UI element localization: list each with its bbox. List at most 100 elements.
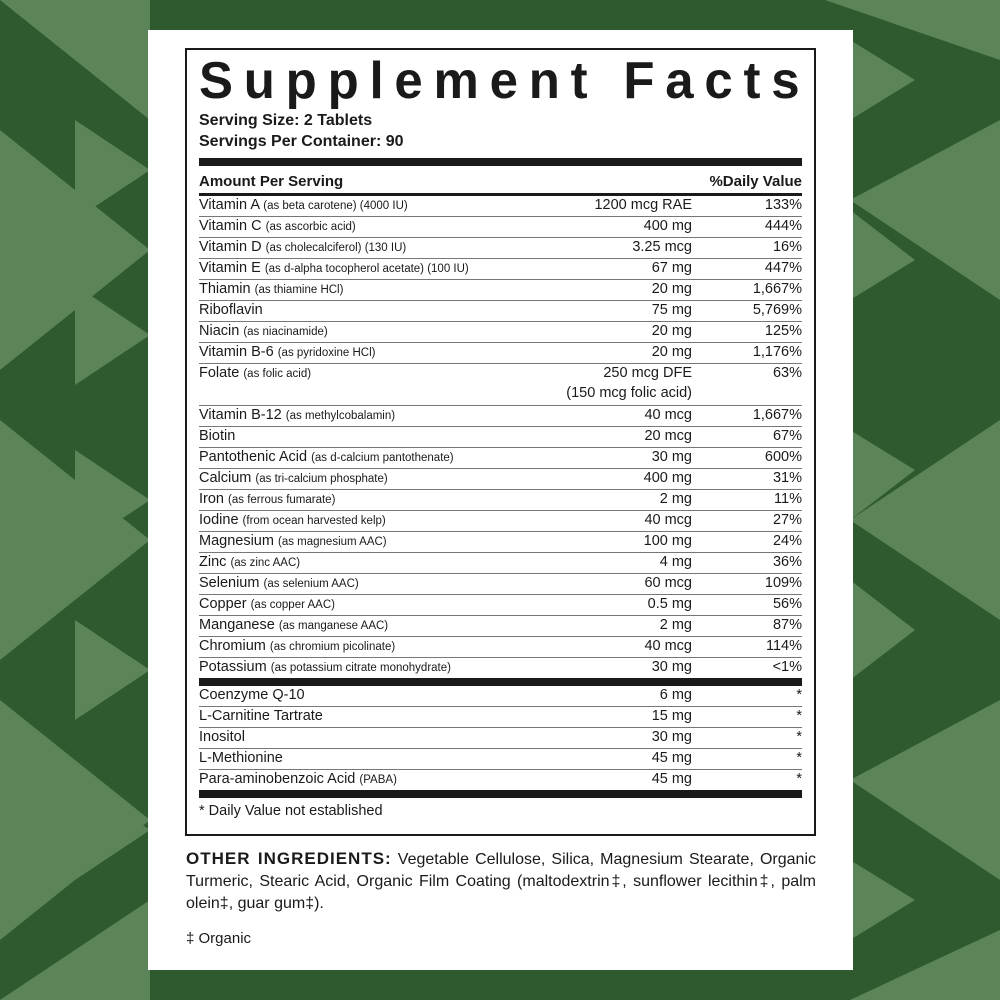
other-nutrient-list: Coenzyme Q-10 6 mg * L-Carnitine Tartrate …: [199, 686, 802, 791]
nutrient-dv: *: [796, 687, 802, 704]
nutrient-name: Inositol: [199, 728, 492, 749]
nutrient-label: Manganese: [199, 616, 275, 633]
nutrient-name: Pantothenic Acid (as d-calcium pantothen…: [199, 448, 492, 469]
nutrient-amount: 20 mg: [492, 343, 692, 363]
nutrient-label: Copper: [199, 595, 247, 612]
nutrient-label: Folate: [199, 365, 240, 381]
nutrient-name: Calcium (as tri-calcium phosphate): [199, 469, 492, 490]
nutrient-name: Iodine (from ocean harvested kelp): [199, 511, 492, 532]
nutrient-label: Inositol: [199, 728, 245, 745]
nutrient-dv: *: [796, 771, 802, 788]
nutrient-amount: 2 mg: [492, 616, 692, 636]
nutrient-label: Vitamin E: [199, 259, 261, 276]
nutrient-dv: 109%: [764, 575, 802, 592]
nutrient-amount: 400 mg: [492, 469, 692, 489]
other-ingredients-text: Vegetable Cellulose, Silica, Magnesium S…: [186, 851, 816, 912]
nutrient-label: Vitamin C: [199, 217, 262, 234]
nutrient-row: Vitamin C (as ascorbic acid) 400 mg 444%: [199, 217, 802, 238]
nutrient-source: (as zinc AAC): [230, 556, 301, 569]
amount-value: 30 mg: [651, 449, 692, 466]
amount-value: 15 mg: [651, 708, 692, 725]
nutrient-name: Iron (as ferrous fumarate): [199, 490, 492, 511]
footnote: * Daily Value not established: [199, 803, 383, 819]
nutrient-amount: 30 mg: [492, 448, 692, 468]
nutrient-row: Inositol 30 mg *: [199, 728, 802, 749]
amount-header: Amount Per Serving: [199, 173, 344, 190]
nutrient-dv: 114%: [765, 638, 802, 655]
nutrient-row: Magnesium (as magnesium AAC) 100 mg 24%: [199, 532, 802, 553]
amount-value: 30 mg: [651, 729, 692, 746]
nutrient-source: (as d-calcium pantothenate): [311, 451, 454, 464]
nutrient-dv: 56%: [772, 596, 802, 613]
section-divider: [199, 790, 802, 798]
nutrient-amount: 1200 mcg RAE: [492, 196, 692, 216]
nutrient-row: Potassium (as potassium citrate monohydr…: [199, 658, 802, 679]
nutrient-row: Pantothenic Acid (as d-calcium pantothen…: [199, 448, 802, 469]
amount-value: 2 mg: [659, 491, 692, 508]
nutrient-dv: 447%: [764, 260, 802, 277]
amount-value: 400 mg: [643, 470, 692, 487]
nutrient-label: Niacin: [199, 322, 240, 339]
amount-value: 30 mg: [651, 659, 692, 676]
nutrient-source: (as selenium AAC): [263, 577, 359, 590]
nutrient-row: Coenzyme Q-10 6 mg *: [199, 686, 802, 707]
nutrient-row: Biotin 20 mcg 67%: [199, 427, 802, 448]
nutrient-name: L-Carnitine Tartrate: [199, 707, 492, 728]
nutrient-source: (from ocean harvested kelp): [242, 514, 386, 527]
amount-value: 60 mcg: [644, 575, 692, 592]
nutrient-name: Vitamin B-6 (as pyridoxine HCl): [199, 343, 492, 364]
nutrient-source: (as beta carotene) (4000 IU): [263, 199, 408, 212]
nutrient-label: Selenium: [199, 574, 260, 591]
nutrient-row: Copper (as copper AAC) 0.5 mg 56%: [199, 595, 802, 616]
nutrient-name: Para-aminobenzoic Acid (PABA): [199, 770, 492, 791]
amount-value: 45 mg: [651, 750, 692, 767]
nutrient-name: Selenium (as selenium AAC): [199, 574, 492, 595]
nutrient-name: Potassium (as potassium citrate monohydr…: [199, 658, 492, 679]
amount-value: 40 mcg: [644, 638, 692, 655]
nutrient-source: (as manganese AAC): [278, 619, 389, 632]
nutrient-label: Zinc: [199, 553, 227, 570]
nutrient-row: Para-aminobenzoic Acid (PABA) 45 mg *: [199, 770, 802, 791]
nutrient-row: Thiamin (as thiamine HCl) 20 mg 1,667%: [199, 280, 802, 301]
amount-value: 20 mg: [651, 323, 692, 340]
nutrient-dv: <1%: [772, 659, 802, 676]
nutrient-name: Riboflavin: [199, 301, 492, 322]
amount-note: (150 mcg folic acid): [566, 384, 692, 401]
amount-value: 40 mcg: [644, 407, 692, 424]
nutrient-dv: 36%: [772, 554, 802, 571]
amount-value: 2 mg: [659, 617, 692, 634]
nutrient-amount: 45 mg: [492, 770, 692, 790]
nutrient-source: (as ascorbic acid): [265, 220, 356, 233]
nutrient-row: Iodine (from ocean harvested kelp) 40 mcg…: [199, 511, 802, 532]
nutrient-amount: 40 mcg: [492, 637, 692, 657]
nutrient-row: Vitamin E (as d-alpha tocopherol acetate…: [199, 259, 802, 280]
nutrient-source: (as pyridoxine HCl): [277, 346, 376, 359]
nutrient-source: (as copper AAC): [250, 598, 335, 611]
nutrient-row: Chromium (as chromium picolinate) 40 mcg 1…: [199, 637, 802, 658]
nutrient-amount: 40 mcg: [492, 511, 692, 531]
amount-value: 250 mcg DFE: [603, 365, 692, 381]
nutrient-name: Niacin (as niacinamide): [199, 322, 492, 343]
nutrient-row: Folate (as folic acid) 250 mcg DFE (150 mc…: [199, 364, 802, 406]
nutrient-name: Vitamin B-12 (as methylcobalamin): [199, 406, 492, 427]
nutrient-label: Magnesium: [199, 532, 274, 549]
nutrient-dv: 133%: [764, 197, 802, 214]
organic-note: ‡ Organic: [186, 930, 252, 947]
nutrient-name: Folate (as folic acid): [199, 364, 492, 385]
nutrient-row: Vitamin B-12 (as methylcobalamin) 40 mcg 1…: [199, 406, 802, 427]
label-title: Supplement Facts: [199, 52, 811, 110]
nutrient-amount: 250 mcg DFE (150 mcg folic acid): [492, 364, 692, 403]
nutrient-amount: 4 mg: [492, 553, 692, 573]
nutrient-label: Iron: [199, 490, 224, 507]
nutrient-row: Selenium (as selenium AAC) 60 mcg 109%: [199, 574, 802, 595]
nutrient-amount: 75 mg: [492, 301, 692, 321]
servings-per-container: Servings Per Container: 90: [199, 133, 404, 150]
nutrient-amount: 0.5 mg: [492, 595, 692, 615]
nutrient-amount: 60 mcg: [492, 574, 692, 594]
nutrient-dv: 1,667%: [752, 281, 802, 298]
nutrient-dv: 444%: [764, 218, 802, 235]
amount-value: 45 mg: [651, 771, 692, 788]
nutrient-amount: 100 mg: [492, 532, 692, 552]
nutrient-name: Vitamin E (as d-alpha tocopherol acetate…: [199, 259, 492, 280]
